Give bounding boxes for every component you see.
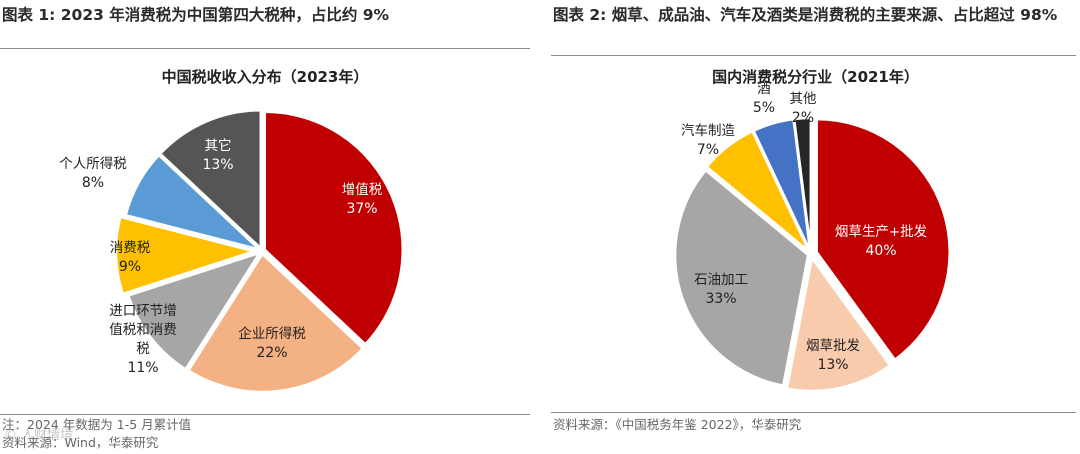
pie1-label-1-value: 22% — [256, 345, 287, 361]
pie1-label-1: 企业所得税 22% — [238, 325, 306, 361]
pie1-label-0: 增值税 37% — [342, 182, 383, 217]
pie1-label-0-value: 37% — [346, 201, 377, 217]
chart-1-title: 中国税收收入分布（2023年） — [161, 68, 369, 86]
pie1-label-1-name: 企业所得税 — [238, 325, 306, 342]
pie2-label-2-value: 33% — [705, 291, 736, 307]
figure-2-panel: 图表 2: 烟草、成品油、汽车及酒类是消费税的主要来源、占比超过 98% 国内消… — [551, 0, 1080, 454]
pie2-label-3: 汽车制造 7% — [681, 122, 735, 158]
pie1-label-2-value: 11% — [127, 360, 158, 376]
figure-1-top-rule — [0, 48, 530, 49]
pie2-label-4: 酒 5% — [753, 81, 775, 116]
pie2-label-2: 石油加工 33% — [694, 272, 748, 307]
pie1-slice-0 — [263, 110, 404, 347]
pie2-label-0: 烟草生产+批发 40% — [835, 224, 928, 259]
pie1-slice-4 — [124, 153, 261, 251]
pie2-label-5-value: 2% — [792, 110, 814, 126]
figure-1-bottom-rule — [0, 414, 530, 415]
figure-2-source: 资料来源：《中国税务年鉴 2022》，华泰研究 — [553, 417, 802, 432]
pie2-label-1-name: 烟草批发 — [806, 338, 860, 354]
figure-1-note: 注：2024 年数据为 1-5 月累计值 — [2, 417, 192, 432]
pie2-slice-5 — [792, 116, 813, 252]
pie1-label-2-name: 进口环节增 — [109, 303, 177, 319]
pie2-label-0-value: 40% — [865, 243, 896, 259]
pie1-slice-3 — [114, 215, 259, 296]
watermark: © 人财情境 — [4, 428, 74, 443]
pie1-label-5: 其它 13% — [202, 137, 233, 173]
pie2-label-0-name: 烟草生产+批发 — [835, 224, 928, 240]
pie1-label-3-name: 消费税 — [110, 240, 151, 256]
pie1-slice-5 — [158, 108, 263, 252]
pie2-slice-2 — [673, 168, 810, 388]
pie1-label-0-name: 增值税 — [342, 182, 383, 198]
figure-1-source: 资料来源：Wind，华泰研究 — [2, 435, 159, 450]
pie2-label-1: 烟草批发 13% — [806, 338, 860, 373]
pie1-label-4-value: 8% — [82, 175, 104, 191]
pie2-label-5: 其他 2% — [790, 91, 817, 126]
pie2-label-5-name: 其他 — [790, 91, 817, 107]
pie1-label-4-name: 个人所得税 — [59, 155, 127, 172]
figure-2-bottom-rule — [551, 412, 1076, 413]
figure-2-title: 图表 2: 烟草、成品油、汽车及酒类是消费税的主要来源、占比超过 98% — [553, 6, 1058, 24]
pie1-label-3: 消费税 9% — [110, 240, 151, 275]
pie1-label-2-name: 值税和消费 — [109, 322, 177, 338]
pie2-label-4-value: 5% — [753, 100, 775, 116]
pie2-slice-1 — [785, 254, 892, 393]
pie2-label-1-value: 13% — [817, 357, 848, 373]
pie1-label-3-value: 9% — [119, 259, 141, 275]
chart-2-title: 国内消费税分行业（2021年） — [712, 68, 919, 86]
pie2-label-3-name: 汽车制造 — [681, 122, 735, 139]
figure-2-top-rule — [551, 55, 1076, 56]
figure-1-panel: 图表 1: 2023 年消费税为中国第四大税种，占比约 9% 中国税收收入分布（… — [0, 0, 530, 454]
pie2-label-3-value: 7% — [697, 142, 719, 158]
pie-chart-2: 烟草生产+批发 40% 烟草批发 13% 石油加工 33% 汽车制造 7% 酒 5% 其他 2% — [673, 81, 951, 393]
pie1-label-2-name: 税 — [136, 341, 150, 357]
pie2-label-4-name: 酒 — [757, 81, 771, 97]
pie2-label-2-name: 石油加工 — [694, 272, 748, 288]
pie1-label-4: 个人所得税 8% — [59, 155, 127, 191]
pie1-label-5-name: 其它 — [205, 137, 232, 154]
pie1-slice-2 — [126, 250, 263, 372]
pie1-slice-1 — [186, 252, 365, 394]
pie2-slice-0 — [815, 117, 951, 362]
pie1-label-5-value: 13% — [202, 157, 233, 173]
figure-1-title: 图表 1: 2023 年消费税为中国第四大税种，占比约 9% — [2, 6, 390, 24]
